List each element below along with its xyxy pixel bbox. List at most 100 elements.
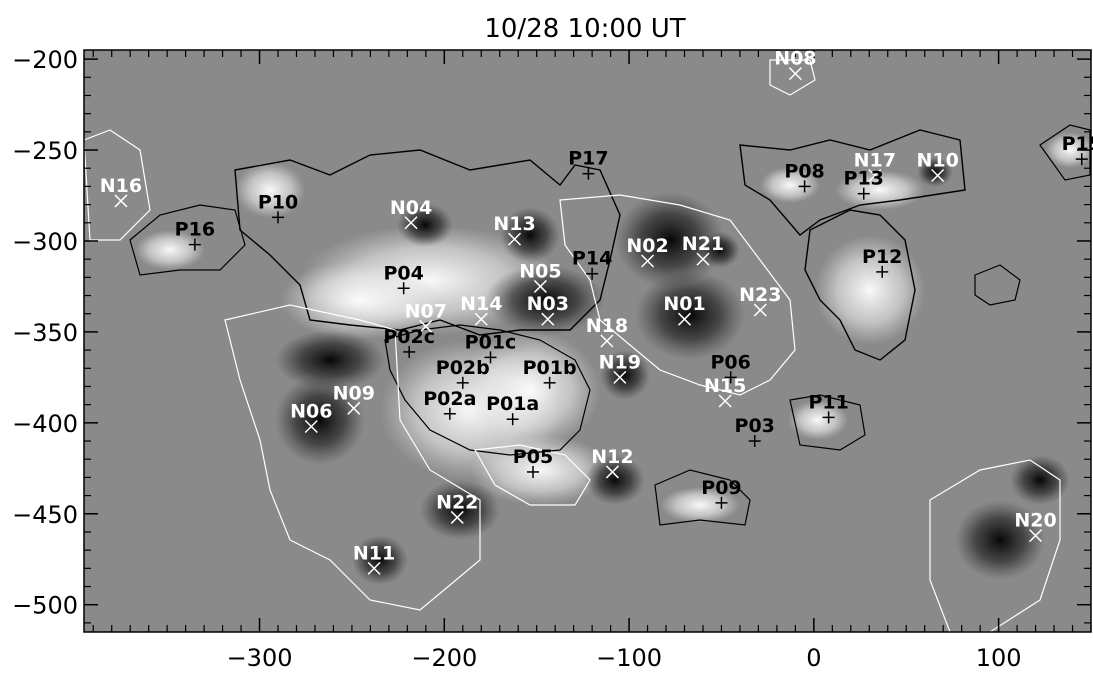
y-tick-label: −400 — [12, 410, 78, 438]
positive-marker-p14 — [586, 267, 599, 280]
negative-label-n17: N17 — [854, 149, 896, 171]
negative-marker-n02 — [641, 254, 655, 268]
positive-marker-p13 — [857, 187, 870, 200]
plot-frame — [83, 49, 1092, 633]
negative-marker-n06 — [304, 419, 318, 434]
positive-label-p01a: P01a — [486, 393, 539, 415]
negative-label-n05: N05 — [519, 260, 561, 282]
positive-marker-p03 — [748, 435, 761, 448]
negative-label-n19: N19 — [599, 351, 641, 373]
negative-label-n09: N09 — [333, 382, 375, 404]
negative-marker-n13 — [507, 232, 522, 246]
positive-marker-p15 — [1075, 153, 1088, 166]
negative-label-n18: N18 — [586, 315, 628, 337]
positive-marker-p05 — [526, 465, 539, 478]
positive-label-p06: P06 — [711, 351, 751, 373]
positive-label-p03: P03 — [735, 415, 775, 437]
negative-label-n14: N14 — [460, 293, 502, 315]
positive-label-p11: P11 — [808, 391, 848, 413]
negative-marker-n12 — [605, 465, 619, 479]
negative-label-n10: N10 — [916, 149, 958, 171]
y-tick-label: −200 — [12, 46, 78, 74]
positive-marker-p08 — [798, 180, 811, 193]
x-tick-label: −200 — [411, 644, 477, 672]
y-tick-label: −500 — [12, 592, 78, 620]
negative-label-n20: N20 — [1014, 510, 1056, 532]
negative-label-n03: N03 — [527, 293, 569, 315]
positive-marker-p01a — [506, 413, 519, 426]
negative-label-n11: N11 — [353, 542, 395, 564]
positive-marker-p02b — [456, 376, 469, 389]
positive-label-p14: P14 — [572, 248, 612, 270]
negative-marker-n19 — [613, 370, 627, 384]
positive-label-p15: P15 — [1062, 133, 1093, 155]
negative-marker-n23 — [753, 303, 767, 317]
negative-marker-n07 — [419, 319, 433, 333]
negative-marker-n18 — [600, 334, 614, 348]
negative-label-n13: N13 — [493, 213, 535, 235]
y-tick-label: −250 — [12, 137, 78, 165]
negative-label-n02: N02 — [626, 235, 668, 257]
positive-label-p05: P05 — [513, 446, 553, 468]
negative-marker-n01 — [677, 312, 692, 326]
positive-label-p02a: P02a — [423, 388, 476, 410]
y-axis-tick-labels: −200 −250 −300 −350 −400 −450 −500 — [12, 46, 78, 620]
positive-label-p13: P13 — [844, 168, 884, 190]
negative-marker-n10 — [931, 168, 945, 183]
feature-labels: P01aP01bP01cP02aP02bP02cP03P04P05P06P07P… — [100, 48, 1093, 565]
negative-marker-n14 — [474, 312, 488, 326]
negative-marker-n17 — [868, 168, 882, 183]
negative-label-n22: N22 — [436, 491, 478, 513]
positive-label-p09: P09 — [701, 477, 741, 499]
x-tick-label: 100 — [976, 644, 1022, 672]
magnetogram-image — [84, 50, 1091, 632]
positive-label-p02c: P02c — [383, 326, 435, 348]
positive-marker-p10 — [272, 211, 285, 224]
x-tick-label: 0 — [806, 644, 821, 672]
negative-label-n06: N06 — [290, 400, 332, 422]
negative-label-n15: N15 — [704, 375, 746, 397]
negative-label-n21: N21 — [682, 233, 724, 255]
negative-marker-n04 — [404, 216, 418, 230]
negative-label-n12: N12 — [591, 446, 633, 468]
negative-marker-n21 — [696, 252, 710, 266]
positive-label-p02b: P02b — [436, 357, 490, 379]
negative-marker-n16 — [114, 194, 128, 208]
feature-markers — [114, 67, 1088, 575]
positive-marker-p02a — [443, 407, 456, 420]
y-tick-label: −300 — [12, 228, 78, 256]
positive-marker-p11 — [822, 411, 835, 424]
negative-marker-n11 — [367, 561, 381, 575]
negative-label-n04: N04 — [390, 197, 432, 219]
positive-marker-p09 — [715, 496, 728, 509]
positive-marker-p02c — [403, 345, 416, 358]
negative-label-n23: N23 — [739, 284, 781, 306]
x-tick-label: −100 — [596, 644, 662, 672]
positive-label-p16: P16 — [175, 219, 215, 241]
negative-label-n07: N07 — [405, 300, 447, 322]
positive-label-p17: P17 — [568, 148, 608, 170]
axis-ticks — [84, 50, 1092, 632]
positive-marker-p01b — [543, 376, 556, 389]
negative-marker-n15 — [718, 394, 732, 408]
positive-marker-p04 — [397, 282, 410, 295]
positive-marker-p01c — [484, 351, 497, 364]
positive-label-p01c: P01c — [465, 331, 517, 353]
y-tick-label: −350 — [12, 319, 78, 347]
x-axis-tick-labels: −300 −200 −100 0 100 — [227, 644, 1022, 672]
negative-marker-n22 — [450, 510, 464, 524]
positive-label-p08: P08 — [784, 160, 824, 182]
negative-label-n16: N16 — [100, 175, 142, 197]
negative-marker-n05 — [533, 279, 547, 293]
negative-label-n08: N08 — [774, 48, 816, 70]
positive-label-p04: P04 — [383, 262, 423, 284]
x-tick-label: −300 — [227, 644, 293, 672]
negative-marker-n09 — [347, 401, 361, 415]
positive-marker-p12 — [876, 265, 889, 278]
positive-marker-p06 — [724, 371, 737, 384]
figure-title: 10/28 10:00 UT — [484, 14, 685, 44]
negative-marker-n03 — [541, 312, 555, 326]
positive-label-p12: P12 — [862, 246, 902, 268]
positive-marker-p16 — [188, 238, 201, 251]
